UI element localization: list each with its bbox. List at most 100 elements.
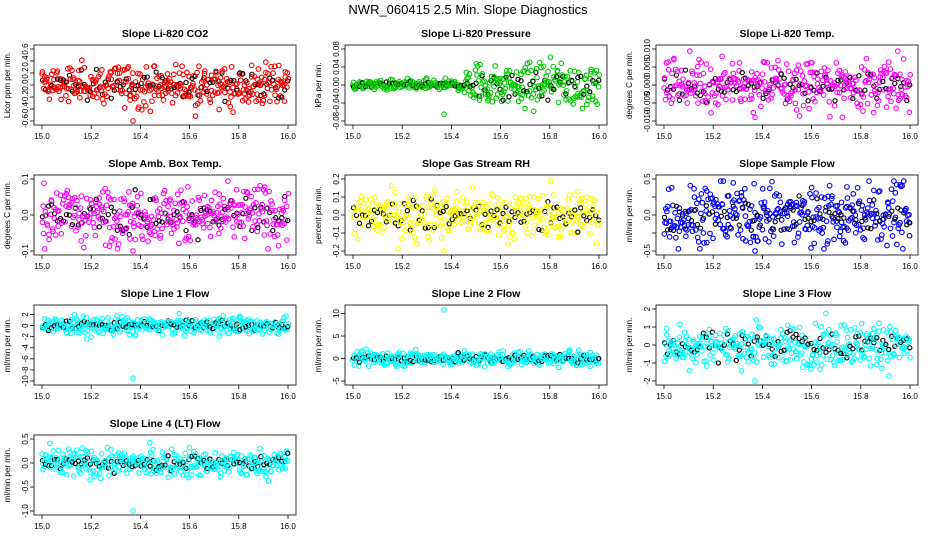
data-point xyxy=(796,324,803,331)
data-point-reference xyxy=(279,321,285,328)
chart-panel: Slope Gas Stream RH 15.0 15.2 15.4 15.6 15.8 1… xyxy=(314,158,608,271)
data-point xyxy=(544,232,551,238)
data-point-reference xyxy=(551,86,557,92)
data-point xyxy=(754,70,760,77)
data-point-reference xyxy=(147,196,153,203)
data-point xyxy=(861,66,868,73)
x-tick-label: 15.0 xyxy=(656,262,672,271)
data-point xyxy=(680,217,687,223)
data-point-reference xyxy=(868,225,874,232)
data-point xyxy=(720,71,727,78)
data-point xyxy=(719,53,725,60)
data-point xyxy=(851,325,858,331)
data-point xyxy=(683,233,689,240)
data-point xyxy=(801,78,808,84)
data-point xyxy=(107,196,114,203)
data-point xyxy=(83,232,89,239)
data-point-reference xyxy=(105,211,111,218)
data-point xyxy=(907,354,913,361)
y-tick-label: -2 xyxy=(21,333,30,341)
data-point xyxy=(472,200,479,206)
data-point-reference xyxy=(404,208,410,214)
data-point xyxy=(159,225,166,232)
data-point-reference xyxy=(587,89,593,95)
data-point xyxy=(369,217,376,224)
x-tick-label: 15.2 xyxy=(83,262,99,271)
data-point xyxy=(184,203,190,210)
data-point xyxy=(701,240,707,246)
data-point xyxy=(751,87,758,94)
y-tick-label: -1.0 xyxy=(21,504,30,518)
data-point xyxy=(885,205,892,211)
data-point xyxy=(176,310,183,317)
data-point xyxy=(814,76,821,82)
data-point-reference xyxy=(581,91,587,97)
data-point xyxy=(760,354,767,360)
data-point xyxy=(853,77,859,84)
data-point-reference xyxy=(835,77,841,83)
data-point xyxy=(138,190,144,197)
data-point-reference xyxy=(697,225,704,231)
data-point xyxy=(669,96,676,102)
data-point xyxy=(91,210,97,217)
data-point xyxy=(167,196,173,203)
data-point-reference xyxy=(907,345,913,351)
data-point-reference xyxy=(904,97,910,104)
data-point xyxy=(892,327,899,334)
data-point xyxy=(88,210,94,217)
data-point xyxy=(393,363,400,370)
data-point xyxy=(44,222,51,229)
data-point xyxy=(230,109,236,115)
data-point xyxy=(728,225,734,232)
data-point xyxy=(88,334,95,341)
data-point xyxy=(845,227,852,234)
data-point xyxy=(120,195,127,202)
data-point xyxy=(253,199,259,206)
data-point xyxy=(67,76,74,82)
data-point xyxy=(793,355,800,362)
data-point xyxy=(231,316,237,322)
data-point xyxy=(747,239,754,246)
data-point-reference xyxy=(111,209,117,215)
data-point xyxy=(98,204,105,210)
data-point xyxy=(114,245,121,252)
data-point xyxy=(114,70,121,77)
data-point xyxy=(138,106,145,113)
data-point xyxy=(541,87,547,94)
y-tick-label: -0.2 xyxy=(332,244,341,258)
data-point xyxy=(730,215,736,221)
data-point xyxy=(805,208,811,215)
plot-frame xyxy=(344,304,608,386)
data-point xyxy=(689,355,695,362)
data-point xyxy=(800,102,807,109)
data-point xyxy=(568,78,575,85)
data-point-reference xyxy=(132,187,138,193)
data-point xyxy=(244,189,251,196)
data-point xyxy=(671,56,677,63)
data-point xyxy=(749,96,755,102)
data-point xyxy=(244,79,250,86)
chart-title: Slope Li-820 Temp. xyxy=(740,28,835,40)
data-point xyxy=(230,224,236,230)
data-point xyxy=(899,183,905,189)
data-point xyxy=(583,72,590,79)
data-point-reference xyxy=(781,75,787,81)
data-point xyxy=(555,209,562,216)
data-point xyxy=(101,100,107,107)
data-point xyxy=(698,210,704,217)
data-point xyxy=(248,62,255,69)
data-point xyxy=(786,98,793,105)
data-point xyxy=(441,216,448,223)
data-point xyxy=(899,229,905,236)
data-point-reference xyxy=(823,74,829,80)
data-point xyxy=(189,83,196,89)
data-point xyxy=(248,193,254,200)
x-tick-label: 15.6 xyxy=(493,392,509,401)
x-tick-label: 15.6 xyxy=(804,262,820,271)
data-point xyxy=(156,92,162,99)
data-point xyxy=(873,361,880,368)
data-point xyxy=(463,198,470,205)
data-point xyxy=(857,101,864,108)
data-point xyxy=(272,63,278,70)
data-point xyxy=(255,96,262,103)
